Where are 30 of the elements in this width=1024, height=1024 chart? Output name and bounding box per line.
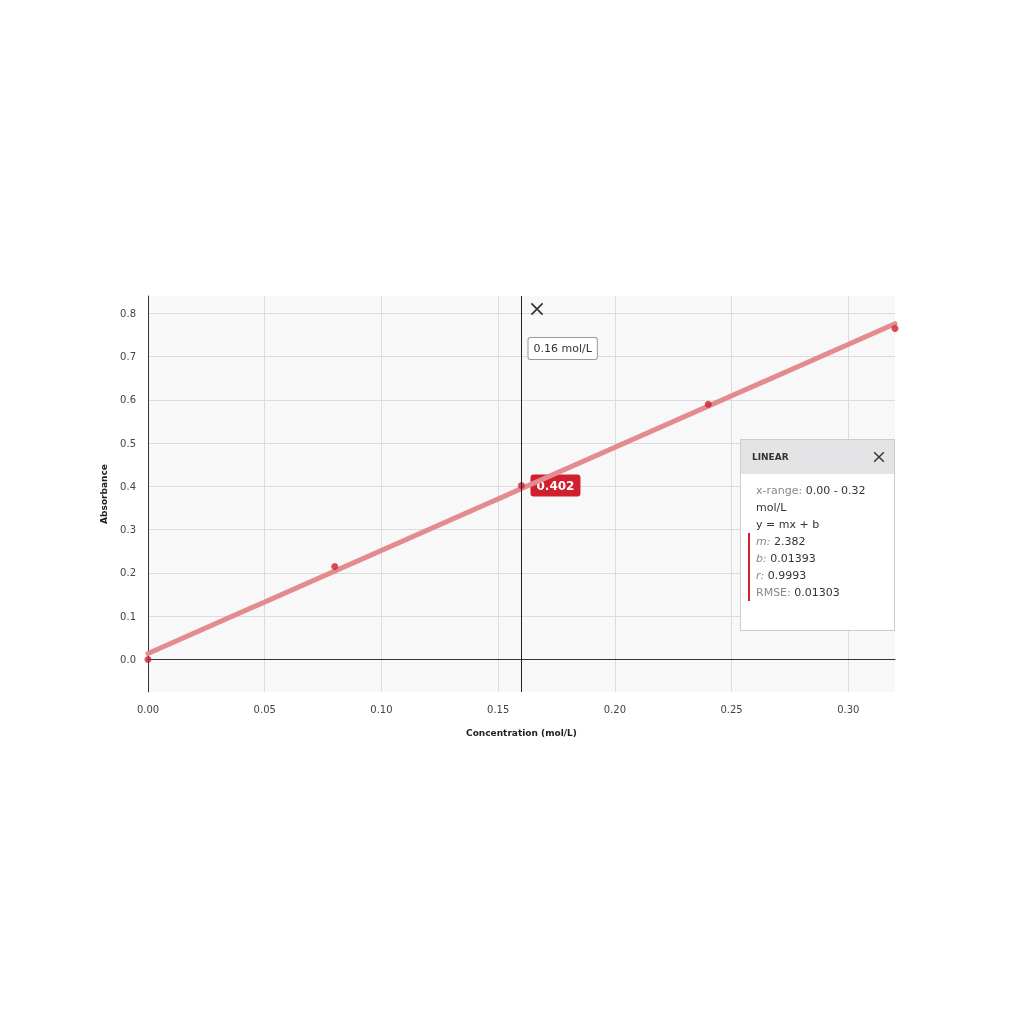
x-tick-label: 0.05: [253, 703, 276, 715]
y-tick-label: 0.0: [120, 654, 136, 666]
y-tick-label: 0.4: [120, 480, 136, 492]
ref-line-label: 0.16 mol/L: [533, 342, 593, 355]
annotation: m: 2.382: [756, 535, 806, 548]
point: [144, 656, 152, 664]
y-axis-title: Absorbance: [98, 464, 109, 524]
annotation: RMSE: 0.01303: [756, 586, 840, 599]
x-tick-label: 0.10: [370, 703, 393, 715]
y-tick-label: 0.8: [120, 307, 136, 319]
y-tick-label: 0.7: [120, 351, 136, 363]
annotation: b: 0.01393: [756, 552, 816, 565]
y-tick-label: 0.1: [120, 610, 136, 622]
point: [891, 324, 899, 332]
point: [331, 562, 339, 570]
x-tick-label: 0.15: [487, 703, 510, 715]
x-tick-label: 0.25: [720, 703, 743, 715]
annotation: 0.402: [536, 478, 575, 493]
x-tick-label: 0.00: [136, 703, 160, 715]
x-tick-label: 0.30: [837, 703, 860, 715]
y-tick-label: 0.5: [120, 437, 136, 449]
x-tick-label: 0.20: [603, 703, 627, 715]
y-tick-label: 0.6: [120, 394, 136, 406]
y-tick-label: 0.2: [120, 567, 136, 579]
annotation: y = mx + b: [756, 518, 820, 531]
x-axis-title: Concentration (mol/L): [466, 727, 577, 738]
annotation: r: 0.9993: [756, 569, 807, 582]
point: [704, 400, 712, 408]
y-tick-label: 0.3: [120, 524, 136, 536]
annotation: LINEAR: [752, 452, 789, 462]
